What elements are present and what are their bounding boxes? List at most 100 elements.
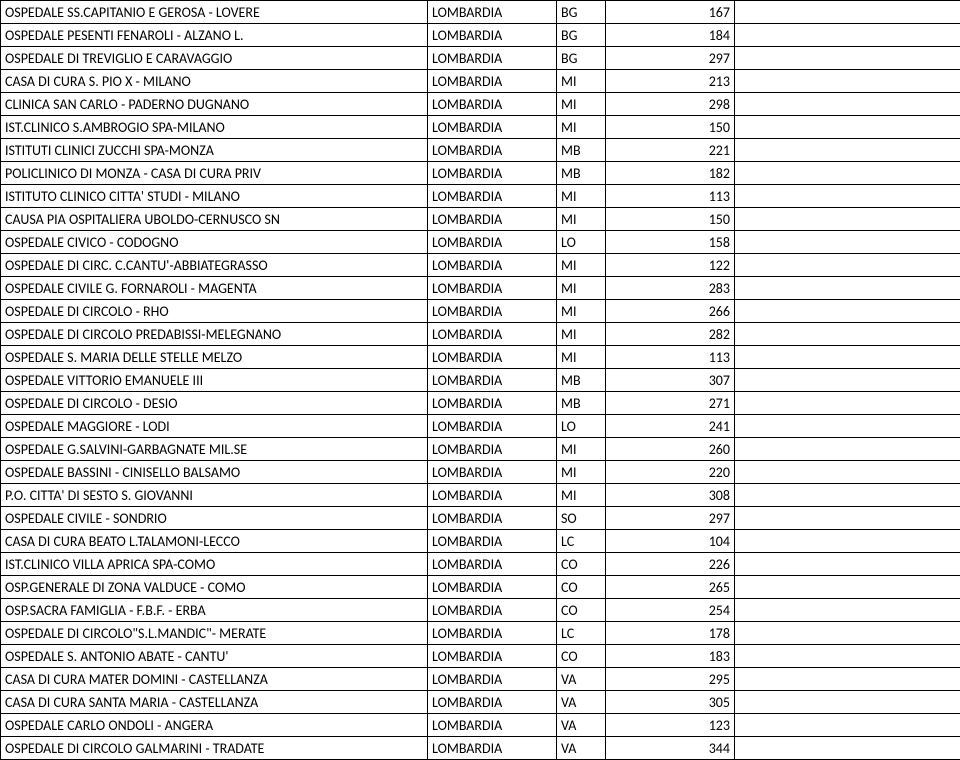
cell-name: OSPEDALE DI CIRCOLO - DESIO — [1, 392, 428, 415]
table-row: IST.CLINICO S.AMBROGIO SPA-MILANOLOMBARD… — [1, 116, 960, 139]
cell-name: CASA DI CURA MATER DOMINI - CASTELLANZA — [1, 668, 428, 691]
cell-region: LOMBARDIA — [428, 645, 557, 668]
cell-region: LOMBARDIA — [428, 231, 557, 254]
cell-n1: 150 — [606, 208, 735, 231]
cell-region: LOMBARDIA — [428, 254, 557, 277]
cell-n2: 4,09 — [735, 461, 960, 484]
cell-region: LOMBARDIA — [428, 277, 557, 300]
cell-n1: 113 — [606, 185, 735, 208]
cell-n1: 305 — [606, 691, 735, 714]
cell-region: LOMBARDIA — [428, 1, 557, 24]
cell-prov: MI — [557, 484, 606, 507]
table-row: POLICLINICO DI MONZA - CASA DI CURA PRIV… — [1, 162, 960, 185]
cell-n2: 4,03 — [735, 93, 960, 116]
cell-n1: 158 — [606, 231, 735, 254]
cell-region: LOMBARDIA — [428, 116, 557, 139]
cell-n2: 4,42 — [735, 185, 960, 208]
cell-prov: MI — [557, 300, 606, 323]
cell-name: OSPEDALE S. MARIA DELLE STELLE MELZO — [1, 346, 428, 369]
cell-region: LOMBARDIA — [428, 300, 557, 323]
cell-prov: MI — [557, 277, 606, 300]
cell-region: LOMBARDIA — [428, 208, 557, 231]
cell-region: LOMBARDIA — [428, 392, 557, 415]
cell-region: LOMBARDIA — [428, 484, 557, 507]
cell-n1: 283 — [606, 277, 735, 300]
table-row: OSPEDALE DI CIRCOLO - DESIOLOMBARDIAMB27… — [1, 392, 960, 415]
cell-n2: 2 — [735, 208, 960, 231]
cell-region: LOMBARDIA — [428, 162, 557, 185]
cell-region: LOMBARDIA — [428, 323, 557, 346]
cell-prov: CO — [557, 645, 606, 668]
cell-region: LOMBARDIA — [428, 70, 557, 93]
cell-region: LOMBARDIA — [428, 461, 557, 484]
cell-n2: 0,63 — [735, 231, 960, 254]
cell-n1: 220 — [606, 461, 735, 484]
table-row: ISTITUTI CLINICI ZUCCHI SPA-MONZALOMBARD… — [1, 139, 960, 162]
table-row: OSPEDALE MAGGIORE - LODILOMBARDIALO2414,… — [1, 415, 960, 438]
table-row: OSPEDALE VITTORIO EMANUELE IIILOMBARDIAM… — [1, 369, 960, 392]
table-row: ISTITUTO CLINICO CITTA' STUDI - MILANOLO… — [1, 185, 960, 208]
table-row: CAUSA PIA OSPITALIERA UBOLDO-CERNUSCO SN… — [1, 208, 960, 231]
cell-n1: 297 — [606, 507, 735, 530]
cell-n2: 5,39 — [735, 47, 960, 70]
cell-prov: MI — [557, 461, 606, 484]
cell-n2: 1,77 — [735, 553, 960, 576]
hospitals-tbody: OSPEDALE SS.CAPITANIO E GEROSA - LOVEREL… — [1, 1, 960, 760]
table-row: CLINICA SAN CARLO - PADERNO DUGNANOLOMBA… — [1, 93, 960, 116]
cell-region: LOMBARDIA — [428, 185, 557, 208]
cell-region: LOMBARDIA — [428, 346, 557, 369]
cell-n2: 3,76 — [735, 70, 960, 93]
cell-region: LOMBARDIA — [428, 47, 557, 70]
cell-region: LOMBARDIA — [428, 576, 557, 599]
table-row: OSPEDALE DI CIRCOLO GALMARINI - TRADATEL… — [1, 737, 960, 760]
table-row: OSPEDALE DI CIRCOLO PREDABISSI-MELEGNANO… — [1, 323, 960, 346]
table-row: CASA DI CURA MATER DOMINI - CASTELLANZAL… — [1, 668, 960, 691]
cell-prov: MB — [557, 139, 606, 162]
cell-n1: 226 — [606, 553, 735, 576]
table-row: CASA DI CURA SANTA MARIA - CASTELLANZALO… — [1, 691, 960, 714]
cell-name: CLINICA SAN CARLO - PADERNO DUGNANO — [1, 93, 428, 116]
cell-n1: 308 — [606, 484, 735, 507]
cell-n2: 1,48 — [735, 392, 960, 415]
cell-prov: MB — [557, 392, 606, 415]
table-row: OSP.GENERALE DI ZONA VALDUCE - COMOLOMBA… — [1, 576, 960, 599]
cell-prov: BG — [557, 24, 606, 47]
cell-name: OSPEDALE DI CIRCOLO - RHO — [1, 300, 428, 323]
cell-region: LOMBARDIA — [428, 438, 557, 461]
table-row: OSPEDALE CARLO ONDOLI - ANGERALOMBARDIAV… — [1, 714, 960, 737]
cell-n2: 3,77 — [735, 576, 960, 599]
cell-name: OSPEDALE CARLO ONDOLI - ANGERA — [1, 714, 428, 737]
cell-prov: CO — [557, 553, 606, 576]
cell-name: CASA DI CURA SANTA MARIA - CASTELLANZA — [1, 691, 428, 714]
cell-n1: 213 — [606, 70, 735, 93]
cell-name: ISTITUTI CLINICI ZUCCHI SPA-MONZA — [1, 139, 428, 162]
table-row: CASA DI CURA BEATO L.TALAMONI-LECCOLOMBA… — [1, 530, 960, 553]
cell-n2: 4,15 — [735, 415, 960, 438]
cell-name: OSPEDALE DI CIRC. C.CANTU'-ABBIATEGRASSO — [1, 254, 428, 277]
cell-prov: MB — [557, 162, 606, 185]
table-row: P.O. CITTA' DI SESTO S. GIOVANNILOMBARDI… — [1, 484, 960, 507]
cell-name: OSPEDALE SS.CAPITANIO E GEROSA - LOVERE — [1, 1, 428, 24]
cell-n2: 2,72 — [735, 24, 960, 47]
cell-n1: 295 — [606, 668, 735, 691]
table-row: OSPEDALE G.SALVINI-GARBAGNATE MIL.SELOMB… — [1, 438, 960, 461]
cell-name: IST.CLINICO VILLA APRICA SPA-COMO — [1, 553, 428, 576]
cell-name: CASA DI CURA BEATO L.TALAMONI-LECCO — [1, 530, 428, 553]
table-row: OSPEDALE DI TREVIGLIO E CARAVAGGIOLOMBAR… — [1, 47, 960, 70]
cell-region: LOMBARDIA — [428, 714, 557, 737]
cell-prov: SO — [557, 507, 606, 530]
cell-region: LOMBARDIA — [428, 369, 557, 392]
cell-name: ISTITUTO CLINICO CITTA' STUDI - MILANO — [1, 185, 428, 208]
cell-region: LOMBARDIA — [428, 415, 557, 438]
cell-n1: 241 — [606, 415, 735, 438]
cell-n1: 104 — [606, 530, 735, 553]
cell-n2: 2 — [735, 116, 960, 139]
cell-n2: 0,82 — [735, 254, 960, 277]
cell-region: LOMBARDIA — [428, 553, 557, 576]
cell-n1: 178 — [606, 622, 735, 645]
cell-n1: 297 — [606, 47, 735, 70]
cell-n1: 183 — [606, 645, 735, 668]
cell-prov: LC — [557, 622, 606, 645]
cell-region: LOMBARDIA — [428, 622, 557, 645]
cell-prov: MI — [557, 185, 606, 208]
